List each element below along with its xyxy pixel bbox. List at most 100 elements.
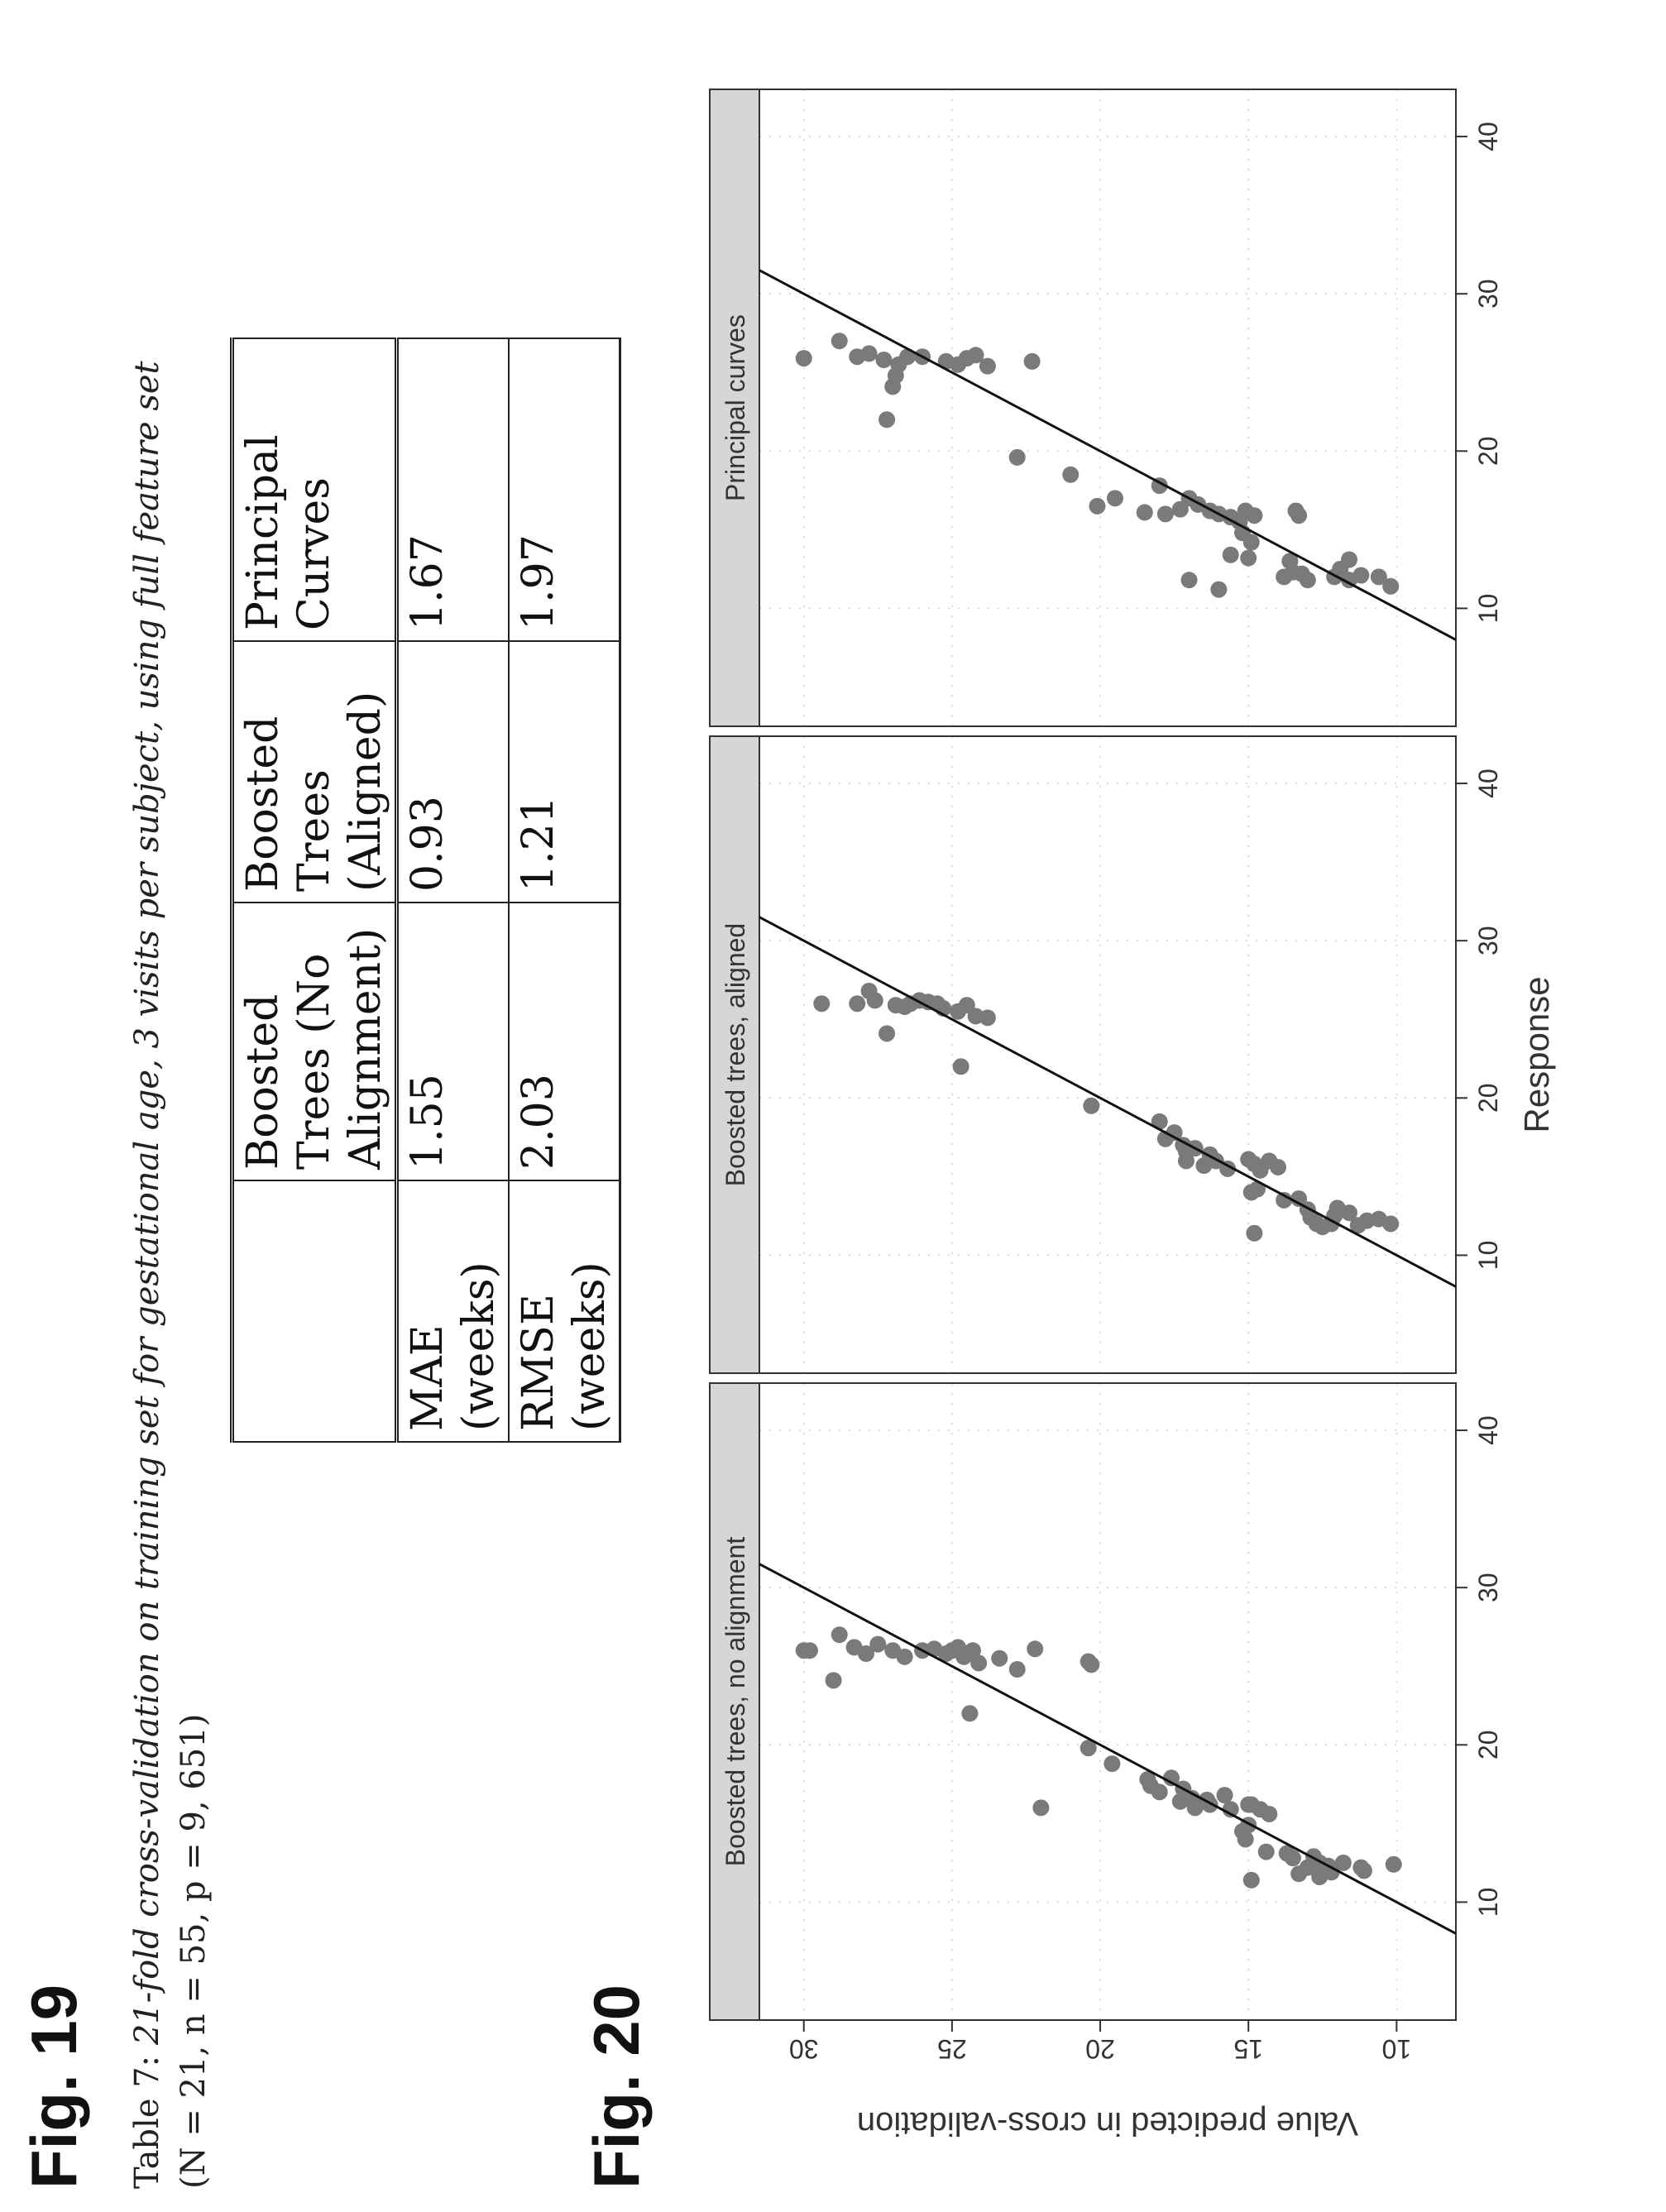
data-point <box>1222 546 1239 563</box>
data-point <box>878 411 896 429</box>
data-point <box>831 1626 848 1644</box>
x-tick-label: 30 <box>1473 1573 1503 1602</box>
panel-frame <box>759 1382 1457 2021</box>
data-point <box>1284 1850 1301 1867</box>
data-point <box>813 995 831 1013</box>
panel-title: Boosted trees, no alignment <box>720 1537 750 1867</box>
data-point <box>1276 1191 1293 1209</box>
reference-line <box>759 916 1457 1288</box>
data-point <box>1222 1801 1239 1818</box>
x-axis-label: Response <box>1517 976 1556 1132</box>
data-point <box>866 992 883 1009</box>
data-point <box>831 333 848 350</box>
data-point <box>825 1672 842 1689</box>
data-point <box>1062 466 1080 483</box>
chart-panel: Principal curves 10 20 30 40 <box>709 89 1503 727</box>
chart-panel: Boosted trees, no alignment 10 20 30 40 <box>709 1382 1503 2021</box>
x-tick-label: 10 <box>1473 1888 1503 1918</box>
panel-frame <box>759 89 1457 727</box>
data-point <box>1290 507 1308 524</box>
data-point <box>1246 507 1263 524</box>
data-point <box>970 1654 988 1672</box>
data-point <box>961 1705 979 1722</box>
data-point <box>1352 567 1370 584</box>
y-tick-label: 15 <box>1233 2034 1263 2064</box>
data-point <box>1171 500 1189 518</box>
data-point <box>1242 1796 1260 1813</box>
data-point <box>849 995 866 1013</box>
x-tick-label: 40 <box>1473 1415 1503 1445</box>
x-tick-label: 40 <box>1473 122 1503 151</box>
data-point <box>1195 1157 1213 1175</box>
data-point <box>1027 1640 1044 1658</box>
chart-panel: Boosted trees, aligned 10 20 30 40 <box>709 735 1503 1374</box>
x-tick-label: 20 <box>1473 436 1503 466</box>
x-tick-label: 30 <box>1473 926 1503 955</box>
y-axis-label: Value predicted in cross-validation <box>857 2105 1358 2142</box>
data-point <box>878 1025 896 1042</box>
data-point <box>869 1635 887 1653</box>
x-tick-label: 10 <box>1473 1241 1503 1271</box>
data-point <box>1290 1190 1308 1207</box>
data-point <box>1103 1755 1121 1773</box>
data-point <box>1257 1843 1275 1860</box>
data-point <box>1290 1865 1308 1883</box>
data-point <box>967 347 984 364</box>
reference-line <box>759 1563 1457 1935</box>
data-point <box>1008 1661 1026 1678</box>
data-point <box>801 1642 818 1659</box>
data-point <box>1023 352 1041 370</box>
data-point <box>1106 490 1123 507</box>
data-point <box>1216 1787 1233 1804</box>
panel-frame <box>759 735 1457 1374</box>
data-point <box>1089 497 1106 515</box>
data-point <box>1334 1854 1352 1871</box>
data-point <box>958 997 975 1014</box>
data-point <box>1311 1868 1328 1885</box>
data-point <box>1382 577 1400 595</box>
data-point <box>955 1648 973 1665</box>
x-tick-label: 20 <box>1473 1083 1503 1113</box>
data-point <box>979 1009 996 1027</box>
data-point <box>1242 534 1260 551</box>
data-point <box>1385 1855 1402 1873</box>
data-point <box>1177 1152 1194 1170</box>
data-point <box>1156 505 1174 523</box>
data-point <box>1246 1224 1263 1242</box>
data-point <box>860 345 878 362</box>
data-point <box>1210 581 1228 598</box>
panel-title: Principal curves <box>720 314 750 501</box>
data-point <box>1032 1799 1050 1817</box>
data-point <box>1299 572 1316 589</box>
data-point <box>1080 1740 1097 1757</box>
x-tick-label: 40 <box>1473 768 1503 798</box>
y-tick-label: 10 <box>1382 2034 1412 2064</box>
data-point <box>795 350 812 367</box>
reference-line <box>759 269 1457 641</box>
data-point <box>1370 1210 1387 1228</box>
data-point <box>887 367 904 385</box>
data-point <box>1163 1769 1180 1787</box>
data-point <box>1355 1862 1372 1879</box>
data-point <box>1180 572 1198 589</box>
data-point <box>1008 448 1026 466</box>
data-point <box>1151 1783 1168 1801</box>
data-point <box>1270 1158 1287 1175</box>
data-point <box>1341 1204 1358 1222</box>
y-tick-label: 30 <box>789 2034 819 2064</box>
data-point <box>1083 1656 1100 1673</box>
data-point <box>1151 1113 1168 1130</box>
data-point <box>1284 563 1301 581</box>
data-point <box>1370 568 1387 586</box>
data-point <box>1341 551 1358 568</box>
data-point <box>1261 1805 1278 1822</box>
panel-title: Boosted trees, aligned <box>720 923 750 1186</box>
data-point <box>896 1648 913 1665</box>
data-point <box>1083 1097 1100 1114</box>
data-point <box>1237 1831 1254 1848</box>
data-point <box>952 1058 969 1075</box>
data-point <box>1136 504 1153 521</box>
y-tick-label: 25 <box>937 2034 967 2064</box>
